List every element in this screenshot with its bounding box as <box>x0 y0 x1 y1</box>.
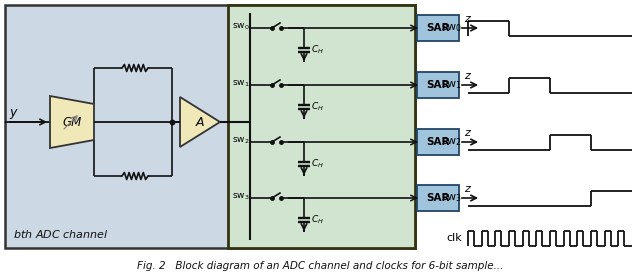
Text: GM: GM <box>62 116 82 128</box>
Bar <box>417 129 459 155</box>
Text: sw$_2$: sw$_2$ <box>232 136 250 146</box>
Polygon shape <box>180 97 220 147</box>
Bar <box>5 5 415 248</box>
Text: $C_H$: $C_H$ <box>311 44 324 56</box>
Text: clk: clk <box>446 233 462 243</box>
Text: z: z <box>464 128 470 138</box>
Text: sw$_1$: sw$_1$ <box>441 79 462 91</box>
Text: SAR: SAR <box>426 137 450 147</box>
Text: $C_H$: $C_H$ <box>311 158 324 170</box>
Text: $b$th ADC channel: $b$th ADC channel <box>13 228 108 240</box>
Text: z: z <box>464 184 470 194</box>
Text: z: z <box>464 14 470 24</box>
Bar <box>417 185 459 211</box>
Text: sw$_3$: sw$_3$ <box>232 192 250 202</box>
Bar <box>417 15 459 41</box>
Text: sw$_0$: sw$_0$ <box>232 22 250 32</box>
Text: z: z <box>464 71 470 81</box>
Text: sw$_0$: sw$_0$ <box>440 22 462 34</box>
Text: SAR: SAR <box>426 23 450 33</box>
Text: A: A <box>196 116 204 128</box>
Bar <box>228 5 415 248</box>
Text: SAR: SAR <box>426 193 450 203</box>
Text: Fig. 2   Block diagram of an ADC channel and clocks for 6-bit sample...: Fig. 2 Block diagram of an ADC channel a… <box>137 261 503 271</box>
Text: $C_H$: $C_H$ <box>311 101 324 113</box>
Text: sw$_3$: sw$_3$ <box>441 192 462 204</box>
Text: sw$_1$: sw$_1$ <box>232 79 250 89</box>
Text: $C_H$: $C_H$ <box>311 214 324 226</box>
Text: y: y <box>9 106 17 119</box>
Text: sw$_2$: sw$_2$ <box>441 136 462 148</box>
Polygon shape <box>50 96 94 148</box>
Bar <box>417 72 459 98</box>
Text: SAR: SAR <box>426 80 450 90</box>
